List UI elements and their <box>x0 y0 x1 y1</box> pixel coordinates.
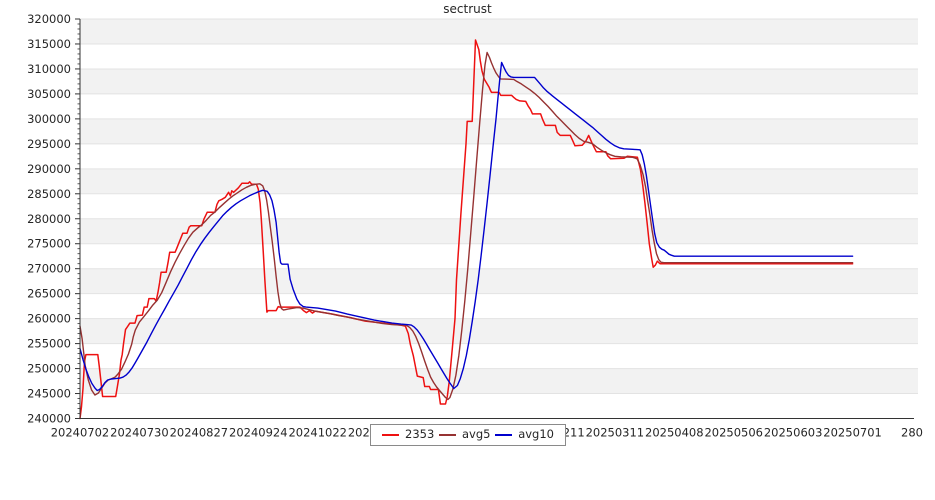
y-tick-label: 250000 <box>27 362 71 376</box>
legend-line-swatch-avg10 <box>495 434 513 436</box>
legend-item-avg5: avg5 <box>439 429 490 441</box>
series-avg5 <box>79 51 854 401</box>
band <box>80 19 918 44</box>
x-tick-label: 20250408 <box>645 426 704 440</box>
legend-item-2353: 2353 <box>382 429 434 441</box>
band <box>80 118 918 144</box>
legend-label: avg5 <box>462 427 491 442</box>
band <box>80 268 918 294</box>
x-tick-label: 20240730 <box>110 426 169 440</box>
legend-line-swatch-2353 <box>382 434 399 436</box>
y-tick-label: 245000 <box>27 387 71 401</box>
band <box>80 168 918 194</box>
x-tick-label: 20250506 <box>704 426 763 440</box>
y-tick-label: 295000 <box>27 137 71 151</box>
y-tick-label: 265000 <box>27 287 71 301</box>
y-tick-label: 290000 <box>27 162 71 176</box>
x-tick-label: 20250311 <box>586 426 645 440</box>
y-tick-label: 280000 <box>27 212 71 226</box>
legend-item-avg10: avg10 <box>495 429 554 441</box>
y-tick-label: 320000 <box>27 12 71 26</box>
y-tick-label: 240000 <box>27 412 71 426</box>
y-tick-label: 270000 <box>27 262 71 276</box>
x-tick-label: 20240924 <box>229 426 288 440</box>
chart-title: sectrust <box>443 2 492 16</box>
legend-label: avg10 <box>518 427 554 442</box>
legend: 2353 avg5 avg10 <box>370 424 566 446</box>
x-tick-label: 20250603 <box>764 426 823 440</box>
band <box>80 368 918 394</box>
y-tick-label: 260000 <box>27 312 71 326</box>
x-tick-label: 20250701 <box>823 426 882 440</box>
x-tick-label: 280 <box>901 426 923 440</box>
y-tick-label: 315000 <box>27 37 71 51</box>
legend-line-swatch-avg5 <box>439 434 456 436</box>
band <box>80 218 918 244</box>
band <box>80 318 918 344</box>
y-tick-label: 275000 <box>27 237 71 251</box>
y-tick-label: 310000 <box>27 62 71 76</box>
legend-label: 2353 <box>405 427 435 442</box>
x-tick-label: 20240702 <box>51 426 110 440</box>
y-tick-label: 305000 <box>27 87 71 101</box>
y-tick-label: 255000 <box>27 337 71 351</box>
y-tick-label: 300000 <box>27 112 71 126</box>
y-tick-label: 285000 <box>27 187 71 201</box>
series-avg10 <box>79 61 854 392</box>
x-tick-label: 20241022 <box>288 426 347 440</box>
x-tick-label: 20240827 <box>170 426 229 440</box>
